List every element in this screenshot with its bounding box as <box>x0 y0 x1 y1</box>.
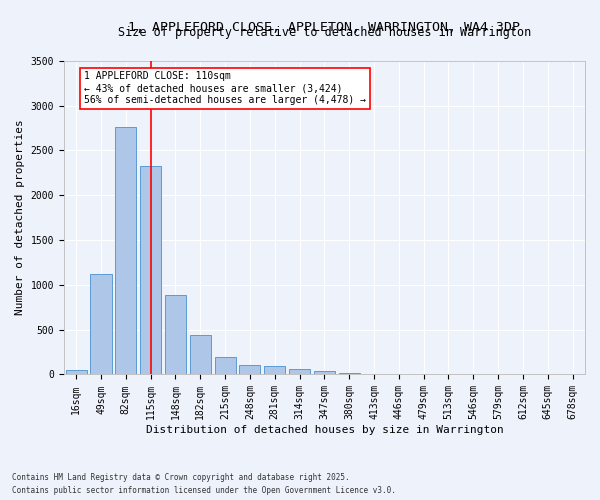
Bar <box>140 166 161 374</box>
Bar <box>190 334 211 374</box>
Bar <box>115 127 136 374</box>
Text: Contains public sector information licensed under the Open Government Licence v3: Contains public sector information licen… <box>12 486 396 495</box>
Text: 1, APPLEFORD CLOSE, APPLETON, WARRINGTON, WA4 3DP: 1, APPLEFORD CLOSE, APPLETON, WARRINGTON… <box>128 21 520 34</box>
Bar <box>91 274 112 374</box>
Bar <box>289 368 310 374</box>
Text: Contains HM Land Registry data © Crown copyright and database right 2025.: Contains HM Land Registry data © Crown c… <box>12 472 350 482</box>
Bar <box>65 370 87 374</box>
Title: Size of property relative to detached houses in Warrington: Size of property relative to detached ho… <box>118 26 531 38</box>
Bar <box>338 372 360 374</box>
Bar <box>264 366 285 374</box>
Bar <box>239 364 260 374</box>
Bar <box>215 358 236 374</box>
Text: 1 APPLEFORD CLOSE: 110sqm
← 43% of detached houses are smaller (3,424)
56% of se: 1 APPLEFORD CLOSE: 110sqm ← 43% of detac… <box>83 72 365 104</box>
Bar <box>165 294 186 374</box>
X-axis label: Distribution of detached houses by size in Warrington: Distribution of detached houses by size … <box>146 425 503 435</box>
Bar <box>314 372 335 374</box>
Y-axis label: Number of detached properties: Number of detached properties <box>15 120 25 316</box>
